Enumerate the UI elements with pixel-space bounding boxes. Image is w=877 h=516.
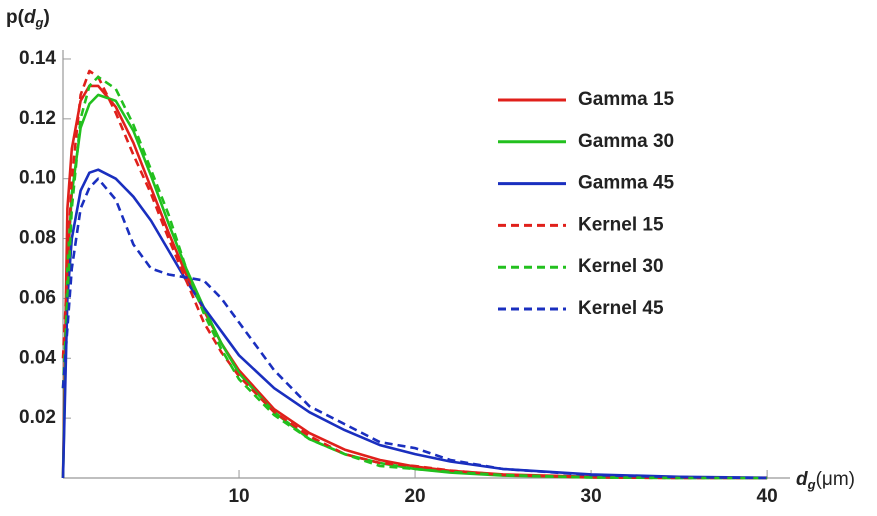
y-tick-label: 0.10 [19,168,56,189]
legend-label: Gamma 45 [578,173,675,194]
y-tick-label: 0.04 [19,347,56,368]
legend-label: Kernel 30 [578,256,664,277]
y-tick-label: 0.06 [19,287,56,308]
series-line [61,93,768,480]
y-label-part: g [35,15,44,30]
x-label-part: g [807,477,816,492]
y-tick-label: 0.14 [19,48,56,69]
series-line [61,168,768,479]
y-tick-label: 0.12 [19,108,56,129]
legend-label: Gamma 15 [578,89,675,110]
legend-label: Gamma 30 [578,131,674,152]
legend-label: Kernel 15 [578,214,664,235]
x-label-part: (μm) [816,469,855,490]
legend-label: Kernel 45 [578,298,664,319]
series-line [61,177,768,480]
y-label-part: ) [44,7,50,28]
x-tick-label: 10 [228,486,249,507]
x-axis-label: dg(μm) [796,469,855,492]
series-line [61,75,768,480]
x-label-part: d [796,469,808,490]
y-tick-label: 0.02 [19,407,56,428]
y-label-part: d [24,7,36,28]
x-tick-label: 20 [404,486,425,507]
y-axis-label: p(dg) [6,7,50,30]
x-tick-label: 40 [757,486,778,507]
y-label-part: p( [6,7,25,28]
y-tick-label: 0.08 [19,228,56,249]
x-tick-label: 30 [581,486,602,507]
